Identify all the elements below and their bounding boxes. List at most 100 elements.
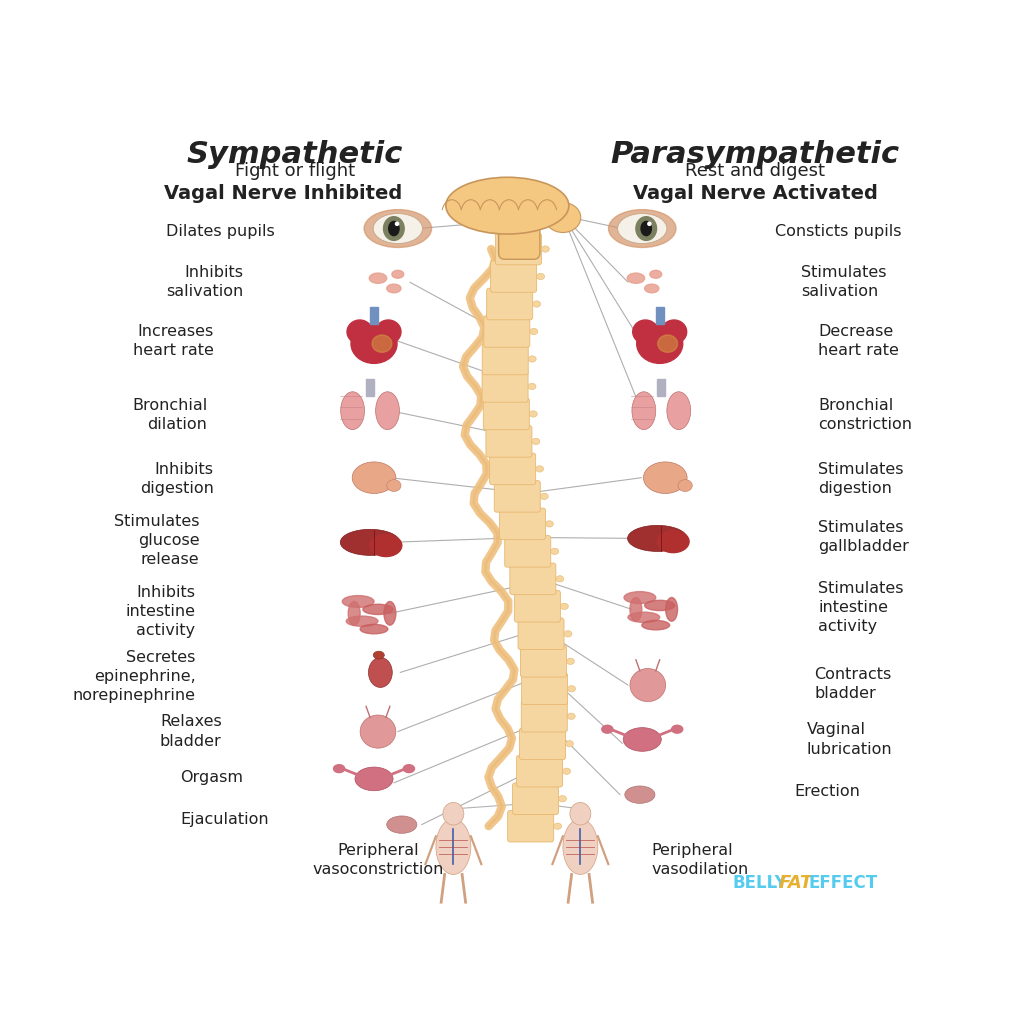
Bar — [370, 306, 378, 324]
FancyBboxPatch shape — [514, 591, 560, 623]
FancyBboxPatch shape — [508, 810, 554, 842]
FancyBboxPatch shape — [499, 204, 540, 259]
Ellipse shape — [567, 713, 575, 720]
Ellipse shape — [617, 214, 667, 244]
Ellipse shape — [645, 284, 658, 293]
Text: BELLY: BELLY — [733, 873, 787, 892]
Text: Bronchial
constriction: Bronchial constriction — [818, 397, 912, 432]
Ellipse shape — [628, 612, 659, 623]
Ellipse shape — [340, 529, 399, 555]
Ellipse shape — [627, 273, 645, 284]
Text: Stimulates
salivation: Stimulates salivation — [801, 265, 887, 299]
Ellipse shape — [630, 598, 642, 622]
Ellipse shape — [395, 222, 398, 225]
FancyBboxPatch shape — [521, 673, 567, 705]
Ellipse shape — [542, 246, 549, 252]
Text: Inhibits
salivation: Inhibits salivation — [166, 265, 243, 299]
Text: Fight or flight: Fight or flight — [234, 163, 354, 180]
Ellipse shape — [608, 210, 676, 248]
Ellipse shape — [650, 270, 662, 279]
FancyBboxPatch shape — [516, 756, 562, 787]
Ellipse shape — [545, 203, 581, 232]
Ellipse shape — [630, 669, 666, 701]
Ellipse shape — [346, 616, 378, 627]
Ellipse shape — [387, 816, 417, 834]
Ellipse shape — [565, 740, 573, 746]
FancyBboxPatch shape — [489, 454, 536, 484]
Ellipse shape — [648, 222, 651, 225]
Text: Stimulates
intestine
activity: Stimulates intestine activity — [818, 581, 904, 635]
Bar — [367, 379, 374, 396]
FancyBboxPatch shape — [482, 343, 528, 375]
Ellipse shape — [632, 392, 655, 430]
Ellipse shape — [556, 575, 564, 582]
Text: Erection: Erection — [795, 784, 860, 799]
Ellipse shape — [373, 651, 384, 659]
Ellipse shape — [443, 803, 464, 825]
FancyBboxPatch shape — [486, 288, 532, 319]
FancyBboxPatch shape — [500, 508, 546, 540]
Ellipse shape — [347, 321, 373, 344]
Ellipse shape — [624, 728, 662, 752]
Ellipse shape — [554, 823, 561, 829]
FancyBboxPatch shape — [518, 618, 564, 649]
Ellipse shape — [387, 479, 401, 492]
Ellipse shape — [560, 603, 568, 609]
Ellipse shape — [376, 321, 401, 344]
Ellipse shape — [445, 177, 569, 234]
Ellipse shape — [389, 221, 399, 236]
Ellipse shape — [365, 210, 431, 248]
Text: Vaginal
lubrication: Vaginal lubrication — [807, 722, 892, 757]
Ellipse shape — [392, 270, 403, 279]
Ellipse shape — [570, 803, 591, 825]
Ellipse shape — [372, 335, 392, 352]
Text: Parasympathetic: Parasympathetic — [610, 140, 899, 169]
Ellipse shape — [563, 819, 598, 874]
Ellipse shape — [637, 324, 683, 364]
FancyBboxPatch shape — [519, 728, 565, 760]
Text: Rest and digest: Rest and digest — [685, 163, 825, 180]
Ellipse shape — [384, 601, 396, 625]
FancyBboxPatch shape — [512, 783, 558, 814]
Text: Decrease
heart rate: Decrease heart rate — [818, 325, 899, 358]
Text: Contracts
bladder: Contracts bladder — [814, 668, 892, 701]
FancyBboxPatch shape — [505, 536, 551, 567]
Text: Stimulates
glucose
release: Stimulates glucose release — [114, 514, 200, 567]
Ellipse shape — [531, 438, 540, 444]
Ellipse shape — [528, 383, 536, 389]
Text: Peripheral
vasodilation: Peripheral vasodilation — [652, 843, 749, 878]
Text: Bronchial
dilation: Bronchial dilation — [132, 397, 207, 432]
Ellipse shape — [387, 284, 401, 293]
Text: Dilates pupils: Dilates pupils — [166, 224, 274, 240]
Ellipse shape — [352, 462, 396, 494]
Bar — [655, 306, 664, 324]
Ellipse shape — [662, 321, 687, 344]
Ellipse shape — [403, 765, 415, 772]
Ellipse shape — [334, 765, 345, 772]
Ellipse shape — [370, 535, 401, 557]
Ellipse shape — [625, 786, 655, 804]
FancyBboxPatch shape — [490, 261, 537, 292]
Ellipse shape — [643, 462, 687, 494]
Ellipse shape — [642, 621, 670, 630]
Ellipse shape — [641, 221, 651, 236]
FancyBboxPatch shape — [496, 233, 542, 265]
Ellipse shape — [376, 392, 399, 430]
Ellipse shape — [624, 592, 655, 603]
Ellipse shape — [528, 355, 537, 362]
Ellipse shape — [369, 657, 392, 687]
Ellipse shape — [384, 217, 404, 241]
Text: Inhibits
digestion: Inhibits digestion — [140, 462, 214, 497]
Text: FAT: FAT — [778, 873, 813, 892]
Text: Stimulates
digestion: Stimulates digestion — [818, 462, 904, 497]
FancyBboxPatch shape — [510, 563, 556, 595]
FancyBboxPatch shape — [483, 398, 529, 430]
Ellipse shape — [362, 604, 393, 614]
Ellipse shape — [562, 768, 570, 774]
FancyBboxPatch shape — [521, 700, 567, 732]
Text: Relaxes
bladder: Relaxes bladder — [160, 715, 221, 749]
Ellipse shape — [532, 301, 541, 307]
Ellipse shape — [341, 392, 365, 430]
Ellipse shape — [360, 715, 396, 749]
Ellipse shape — [633, 321, 658, 344]
